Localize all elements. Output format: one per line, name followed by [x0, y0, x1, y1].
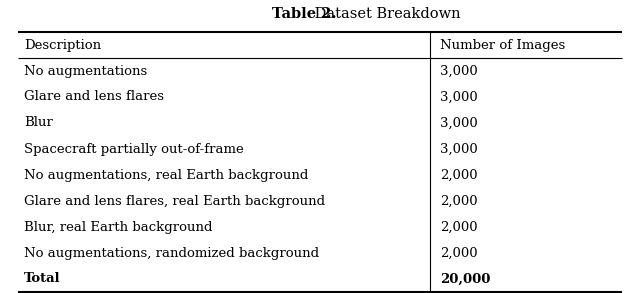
Text: 2,000: 2,000 [440, 246, 477, 260]
Text: 3,000: 3,000 [440, 64, 477, 78]
Text: Dataset Breakdown: Dataset Breakdown [310, 7, 461, 21]
Text: No augmentations, randomized background: No augmentations, randomized background [24, 246, 319, 260]
Text: 3,000: 3,000 [440, 91, 477, 103]
Text: Blur: Blur [24, 117, 53, 130]
Text: No augmentations, real Earth background: No augmentations, real Earth background [24, 168, 308, 181]
Text: 2,000: 2,000 [440, 195, 477, 207]
Text: Blur, real Earth background: Blur, real Earth background [24, 221, 212, 234]
Text: Total: Total [24, 272, 61, 285]
Text: Description: Description [24, 38, 101, 52]
Text: Spacecraft partially out-of-frame: Spacecraft partially out-of-frame [24, 142, 244, 156]
Text: No augmentations: No augmentations [24, 64, 147, 78]
Text: Glare and lens flares: Glare and lens flares [24, 91, 164, 103]
Text: 2,000: 2,000 [440, 168, 477, 181]
Text: 20,000: 20,000 [440, 272, 490, 285]
Text: 2,000: 2,000 [440, 221, 477, 234]
Text: Glare and lens flares, real Earth background: Glare and lens flares, real Earth backgr… [24, 195, 325, 207]
Text: Number of Images: Number of Images [440, 38, 565, 52]
Text: 3,000: 3,000 [440, 142, 477, 156]
Text: Table 2.: Table 2. [272, 7, 337, 21]
Text: 3,000: 3,000 [440, 117, 477, 130]
